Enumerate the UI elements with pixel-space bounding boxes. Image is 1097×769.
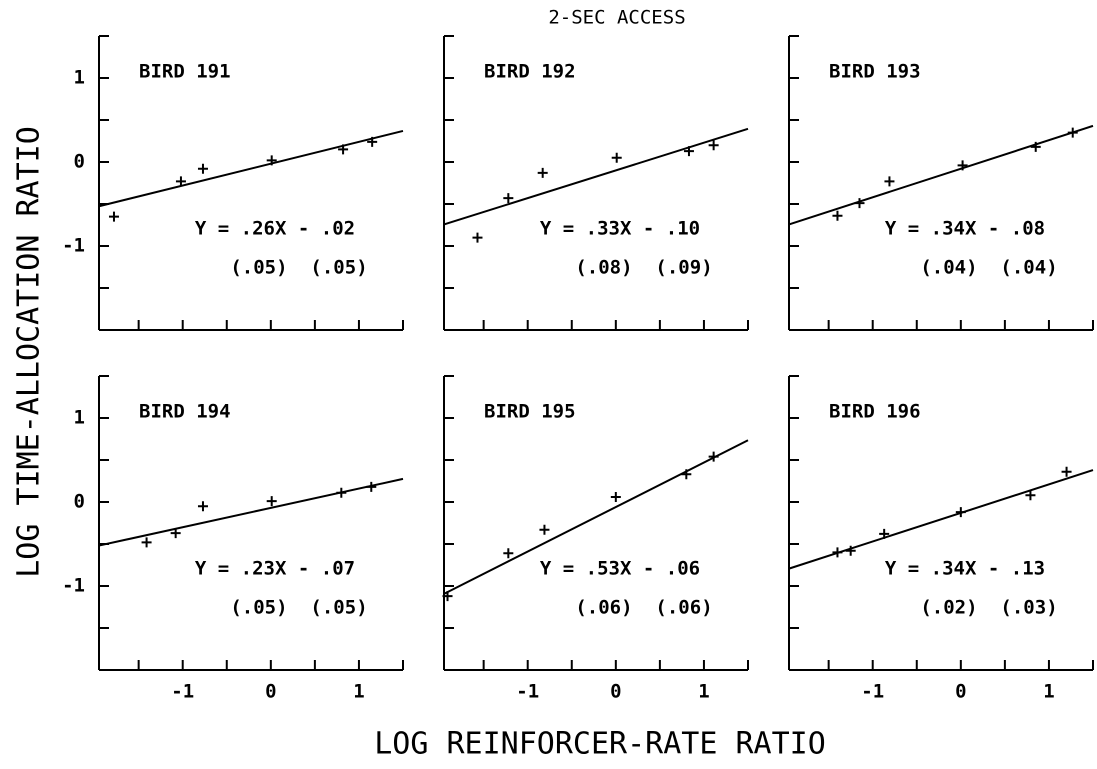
data-point <box>1067 127 1078 138</box>
data-point <box>884 176 895 187</box>
data-point <box>832 210 843 221</box>
data-point <box>832 547 843 558</box>
data-point <box>854 198 865 209</box>
fit-equation: Y = .33X - .10 <box>540 218 700 240</box>
data-point <box>845 545 856 556</box>
data-point <box>539 524 550 535</box>
data-point <box>108 211 119 222</box>
data-point <box>503 548 514 559</box>
data-point <box>366 481 377 492</box>
data-point <box>708 140 719 151</box>
data-point <box>683 146 694 157</box>
data-point <box>338 144 349 155</box>
fit-line <box>443 439 749 595</box>
x-tick-label: 0 <box>265 681 276 703</box>
data-point <box>879 528 890 539</box>
x-tick-label: -1 <box>171 681 194 703</box>
x-tick-label: -1 <box>861 681 884 703</box>
fit-line <box>443 127 749 226</box>
y-tick-label: 1 <box>74 67 85 89</box>
data-point <box>266 155 277 166</box>
data-point <box>708 451 719 462</box>
x-tick-label: 1 <box>1043 681 1054 703</box>
data-point <box>503 193 514 204</box>
y-axis-label: LOG TIME-ALLOCATION RATIO <box>12 126 47 578</box>
data-point <box>175 176 186 187</box>
x-tick-label: 0 <box>955 681 966 703</box>
data-point <box>336 487 347 498</box>
x-tick-label: -1 <box>516 681 539 703</box>
y-tick-label: 0 <box>74 151 85 173</box>
data-point <box>197 501 208 512</box>
fit-errors: (.02) (.03) <box>920 597 1057 619</box>
data-point <box>611 152 622 163</box>
data-point <box>955 507 966 518</box>
fit-line <box>788 469 1094 570</box>
data-point <box>170 528 181 539</box>
fit-equation: Y = .34X - .08 <box>885 218 1045 240</box>
fit-equation: Y = .23X - .07 <box>195 558 355 580</box>
y-tick-label: -1 <box>62 235 85 257</box>
y-tick-label: 1 <box>74 407 85 429</box>
data-point <box>537 167 548 178</box>
data-point <box>610 491 621 502</box>
panel-title: BIRD 196 <box>829 401 921 423</box>
data-point <box>1025 490 1036 501</box>
data-point <box>442 591 453 602</box>
x-tick-label: 1 <box>698 681 709 703</box>
x-tick-label: 1 <box>353 681 364 703</box>
fit-equation: Y = .53X - .06 <box>540 558 700 580</box>
fit-errors: (.05) (.05) <box>230 597 367 619</box>
panel-title: BIRD 192 <box>484 61 576 83</box>
fit-equation: Y = .34X - .13 <box>885 558 1045 580</box>
data-point <box>266 496 277 507</box>
panel-title: BIRD 191 <box>139 61 231 83</box>
panel-title: BIRD 195 <box>484 401 576 423</box>
fit-equation: Y = .26X - .02 <box>195 218 355 240</box>
fit-line <box>788 124 1094 226</box>
data-point <box>141 537 152 548</box>
data-point <box>957 160 968 171</box>
y-tick-label: -1 <box>62 575 85 597</box>
fit-errors: (.08) (.09) <box>575 257 712 279</box>
y-tick-label: 0 <box>74 491 85 513</box>
x-axis-label: LOG REINFORCER-RATE RATIO <box>374 727 826 762</box>
fit-line <box>98 477 404 547</box>
data-point <box>367 136 378 147</box>
fit-line <box>98 129 404 208</box>
fit-errors: (.05) (.05) <box>230 257 367 279</box>
panel-title: BIRD 193 <box>829 61 921 83</box>
data-point <box>1030 141 1041 152</box>
figure-title: 2-SEC ACCESS <box>548 7 685 29</box>
panel-title: BIRD 194 <box>139 401 231 423</box>
data-point <box>472 232 483 243</box>
data-point <box>197 163 208 174</box>
data-point <box>681 469 692 480</box>
data-point <box>1061 466 1072 477</box>
fit-errors: (.04) (.04) <box>920 257 1057 279</box>
x-tick-label: 0 <box>610 681 621 703</box>
fit-errors: (.06) (.06) <box>575 597 712 619</box>
